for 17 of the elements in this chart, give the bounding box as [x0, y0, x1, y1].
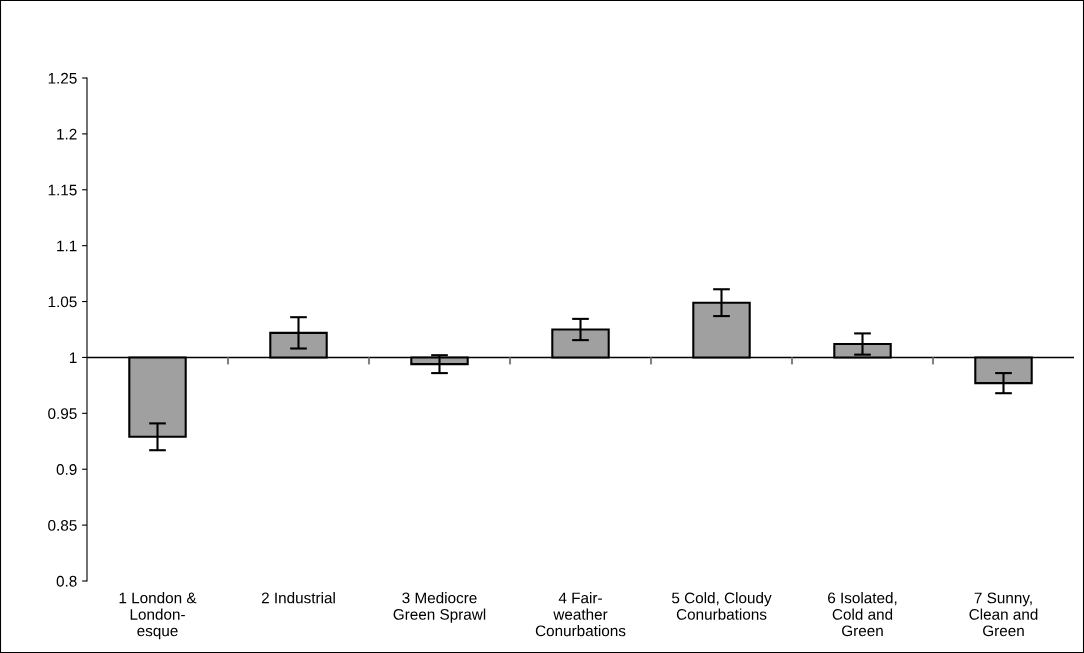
y-tick-label: 1.15	[48, 184, 77, 196]
y-tick-label: 1.1	[57, 240, 77, 252]
y-tick-label: 1	[69, 352, 77, 363]
y-tick-label: 0.95	[48, 408, 77, 420]
y-tick-label: 0.9	[56, 464, 77, 475]
x-tick-label: 3 Mediocre Green Sprawl	[393, 592, 486, 623]
x-tick-label: 7 Sunny, Clean and Green	[969, 592, 1038, 637]
x-tick-label: 6 Isolated, Cold and Green	[828, 592, 897, 637]
y-tick-label: 0.8	[56, 575, 77, 587]
x-tick-label: 2 Industrial	[261, 592, 335, 604]
y-tick-label: 1.05	[48, 296, 77, 308]
x-tick-label: 5 Cold, Cloudy Conurbations	[672, 592, 772, 620]
x-tick-label: 1 London & London- esque	[119, 592, 197, 640]
y-tick-label: 1.25	[48, 72, 77, 84]
x-tick-label: 4 Fair- weather Conurbations	[535, 592, 626, 637]
y-tick-label: 0.85	[48, 519, 77, 531]
y-tick-label: 1.2	[57, 128, 77, 140]
